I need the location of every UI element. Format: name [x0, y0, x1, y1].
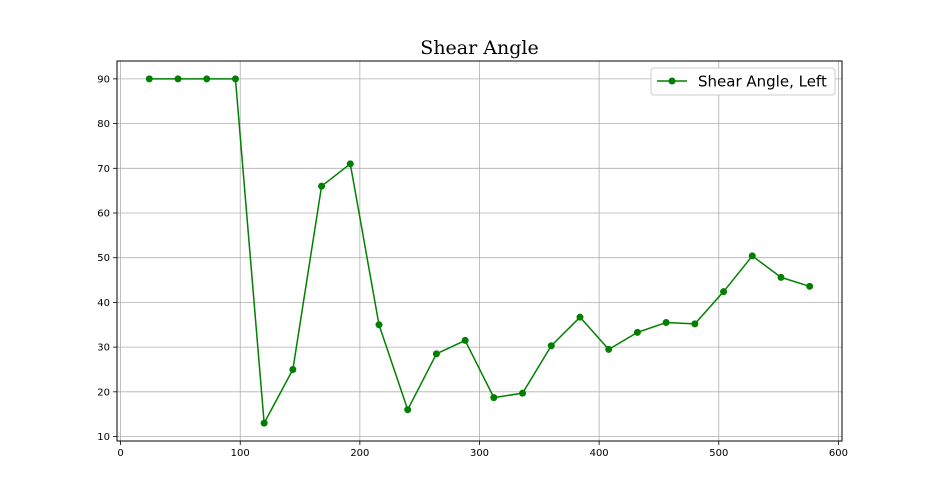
y-tick-label: 20 [97, 387, 110, 398]
data-point [432, 350, 440, 358]
data-point [289, 365, 297, 373]
legend-marker-swatch [668, 77, 676, 85]
data-point [691, 320, 699, 328]
x-tick-label: 600 [829, 448, 848, 459]
data-point [633, 328, 641, 336]
data-point [777, 273, 785, 281]
y-tick-label: 70 [97, 164, 110, 175]
chart-title: Shear Angle [420, 37, 538, 59]
series-line [149, 78, 810, 424]
data-point [547, 342, 555, 350]
axis-ticks: 0 100 200 300 400 500 600 10 20 30 40 50 60 70 80 90 [97, 74, 848, 459]
x-tick-label: 200 [350, 448, 369, 459]
data-point [346, 160, 354, 168]
data-point [231, 75, 239, 83]
legend-box [650, 67, 836, 96]
data-point [203, 75, 211, 83]
data-point [318, 182, 326, 190]
grid-lines [117, 61, 842, 441]
data-point [145, 75, 153, 83]
data-point [806, 282, 814, 290]
y-tick-label: 40 [97, 298, 110, 309]
legend: Shear Angle, Left [650, 67, 836, 96]
x-tick-label: 500 [709, 448, 728, 459]
data-point [490, 394, 498, 402]
series-layer [145, 75, 814, 427]
y-tick-label: 80 [97, 119, 110, 130]
data-point [720, 288, 728, 296]
data-point [748, 252, 756, 260]
y-tick-label: 10 [97, 432, 110, 443]
data-point [260, 419, 268, 427]
data-point [605, 345, 613, 353]
data-point [576, 313, 584, 321]
x-tick-label: 300 [470, 448, 489, 459]
data-point [375, 321, 383, 329]
legend-label: Shear Angle, Left [698, 73, 827, 91]
y-tick-label: 60 [97, 209, 110, 220]
x-tick-label: 400 [590, 448, 609, 459]
y-tick-label: 90 [97, 74, 110, 85]
x-tick-label: 0 [117, 448, 123, 459]
data-point [662, 319, 670, 327]
data-point [461, 336, 469, 344]
y-tick-label: 50 [97, 253, 110, 264]
data-point [519, 389, 527, 397]
x-tick-label: 100 [231, 448, 250, 459]
data-point [404, 406, 412, 414]
y-tick-label: 30 [97, 343, 110, 354]
data-point [174, 75, 182, 83]
